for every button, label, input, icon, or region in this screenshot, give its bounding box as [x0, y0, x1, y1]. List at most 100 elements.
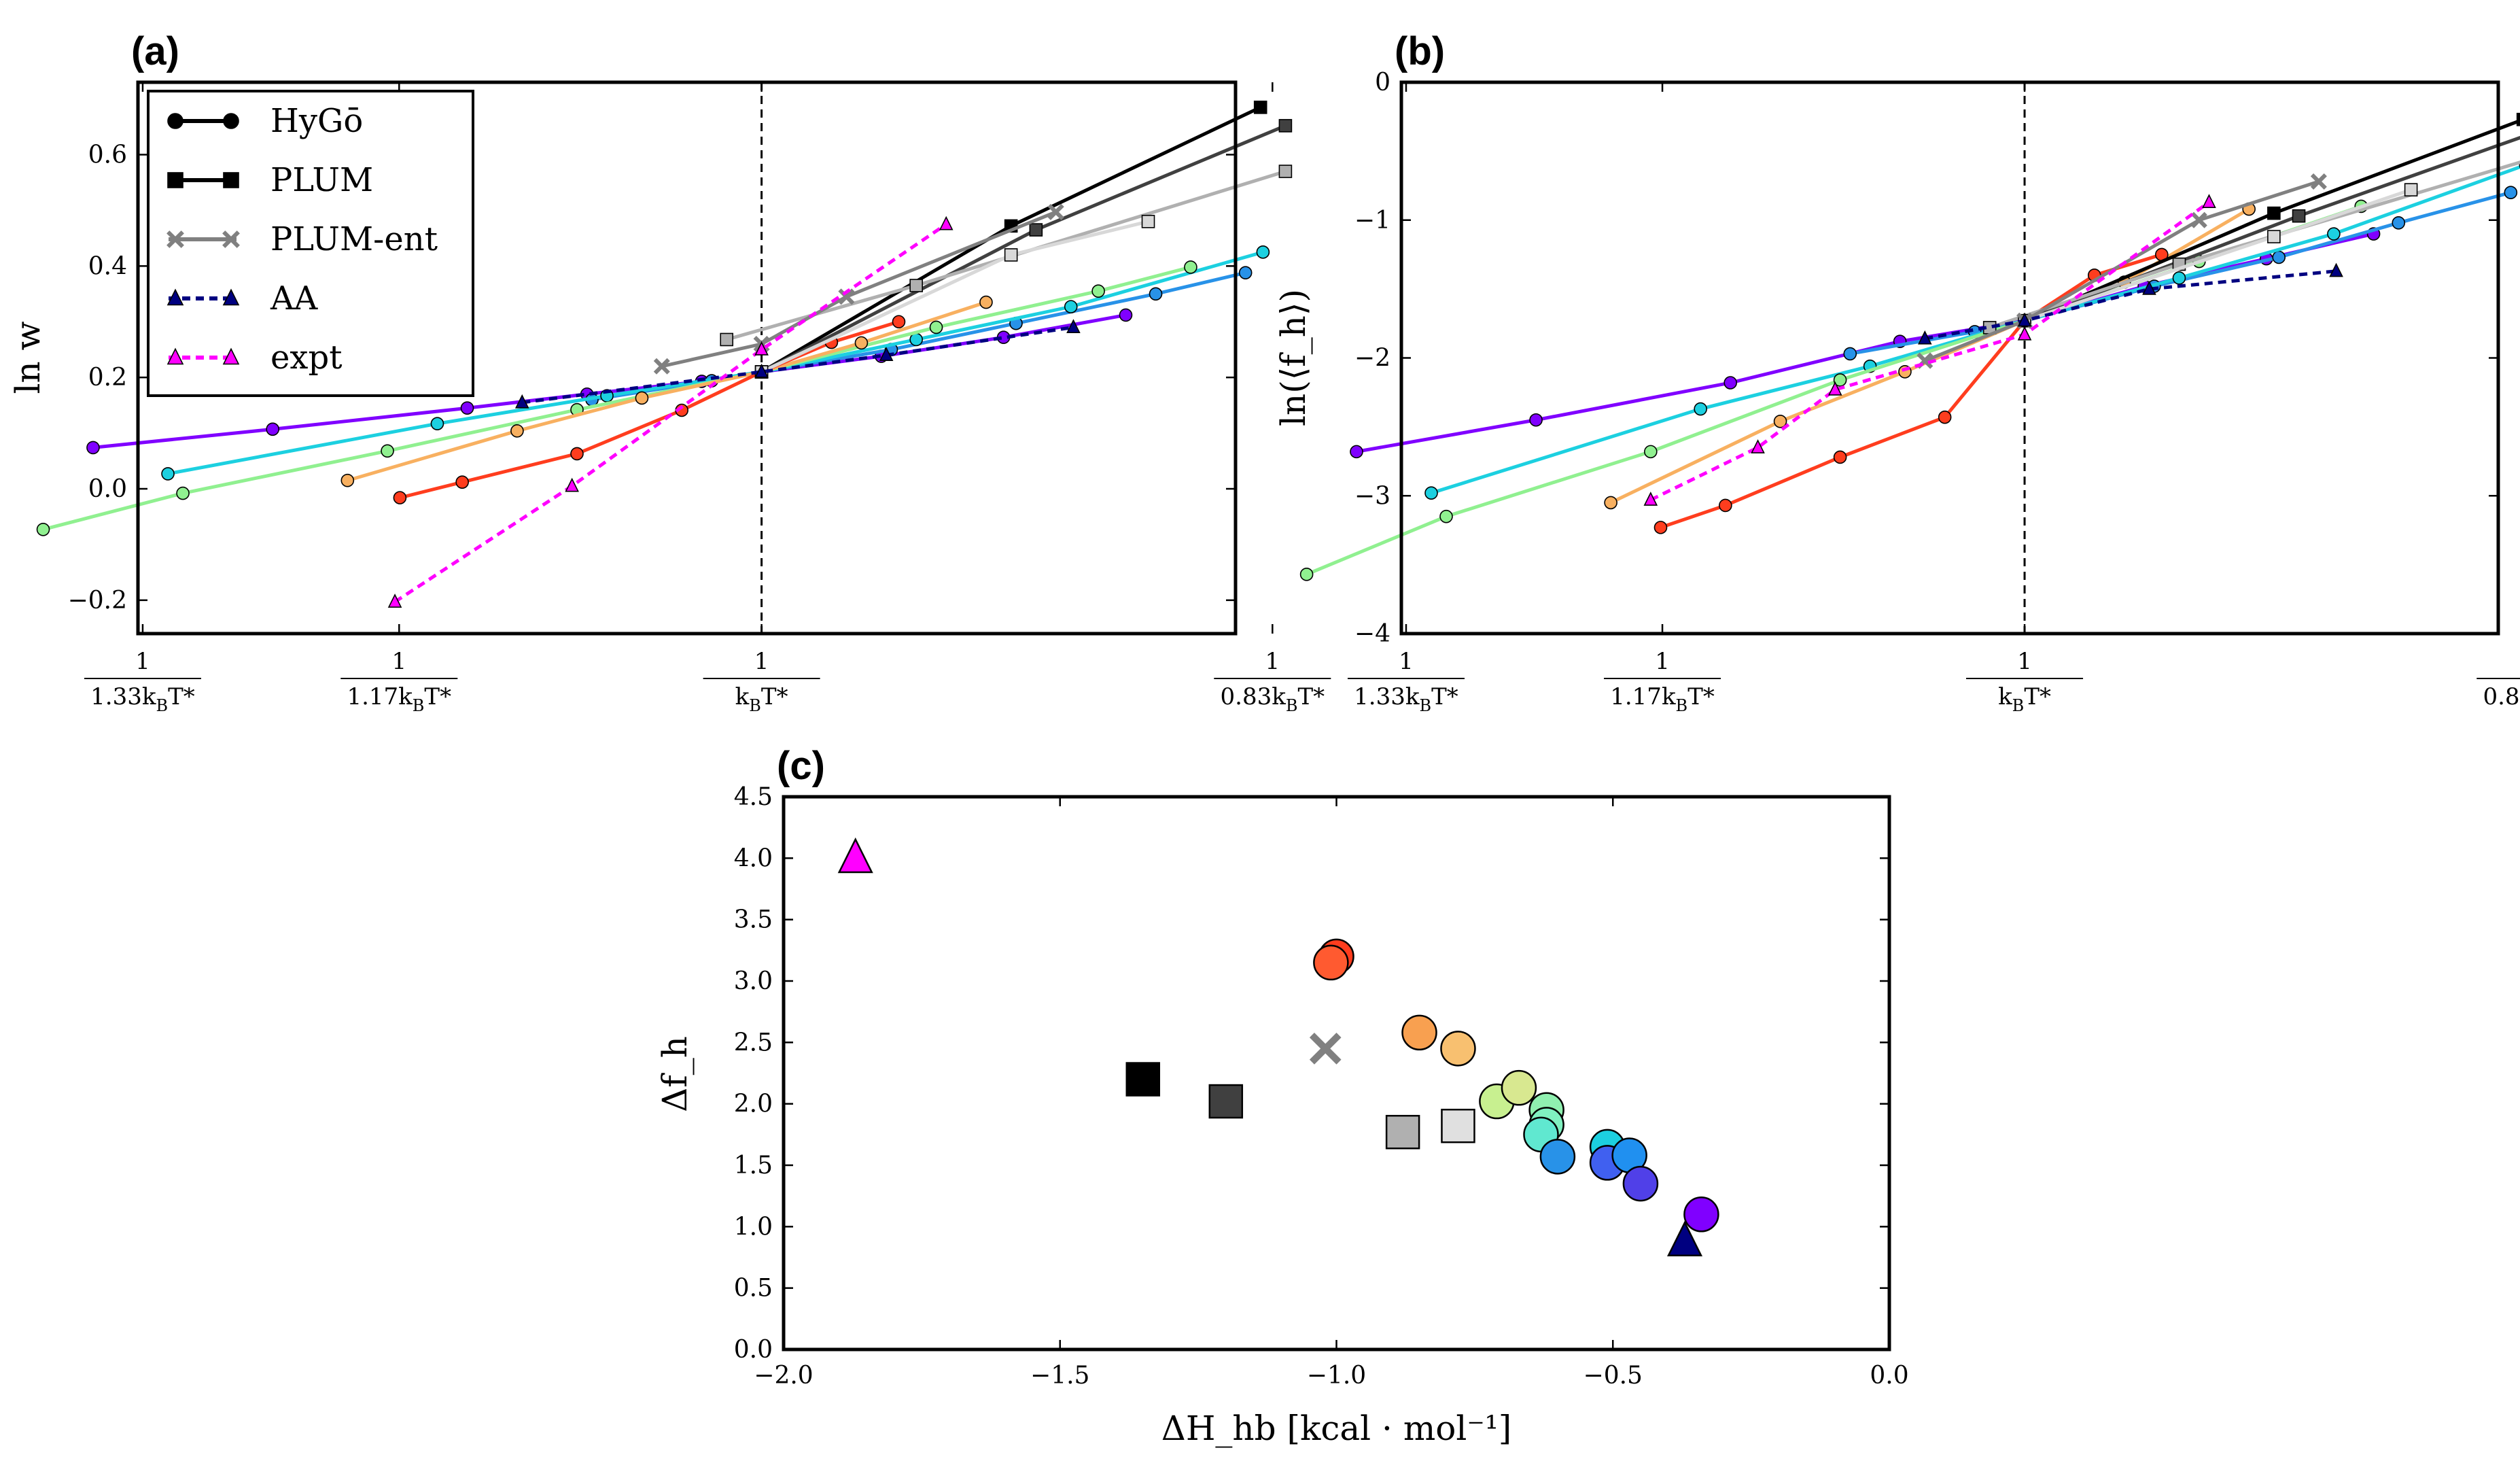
y-tick-label: 1.5 [734, 1152, 773, 1180]
data-point-plum-light-gray [1278, 165, 1293, 178]
x-tick-denominator-coef: 1.33k [1354, 683, 1420, 710]
data-point-hyg-light-orange [1440, 1031, 1476, 1067]
legend-entry-plum-ent: PLUM-ent [167, 220, 438, 258]
data-point-hyg-blue [2392, 216, 2406, 230]
data-point-hyg-cyan [1064, 300, 1078, 313]
data-point-hyg-cyan [161, 467, 175, 481]
data-point-hyg-orange [1604, 496, 1617, 510]
data-point-expt [2017, 326, 2032, 341]
data-point-hyg-cyan [1424, 486, 1438, 500]
data-point-hyg-violet [1683, 1197, 1719, 1233]
data-point-expt [2202, 194, 2216, 208]
series-line-expt [393, 222, 947, 604]
data-point-hyg-orange [854, 336, 869, 350]
data-point-hyg-blue [1539, 1139, 1576, 1175]
data-point-hyg-orange [1773, 414, 1787, 428]
y-tick-label: 0 [1375, 69, 1390, 97]
y-tick-label: −3 [1354, 482, 1390, 510]
plot-frame [1399, 80, 2500, 636]
data-point-hyg-cyan [1694, 402, 1707, 416]
data-point-aa [754, 363, 769, 378]
data-point-expt [837, 837, 873, 874]
legend-label: expt [270, 339, 343, 377]
y-tick-label: 0.6 [88, 141, 127, 169]
legend-marker-start [167, 230, 184, 248]
legend-label: AA [270, 279, 319, 317]
data-point-plum-dark-gray [2292, 209, 2306, 223]
x-tick-numerator: 1 [2017, 648, 2032, 675]
data-point-aa [1066, 319, 1081, 334]
x-tick-denominator-sub: B [1286, 696, 1298, 715]
x-tick-numerator: 1 [754, 648, 769, 675]
legend-marker-end [222, 288, 240, 306]
data-point-aa [2329, 262, 2343, 277]
y-tick-label: 3.5 [734, 906, 773, 934]
data-point-hyg-orange [1401, 1014, 1437, 1051]
x-tick-label: −0.5 [1583, 1362, 1643, 1390]
y-axis-label: ln w [8, 321, 48, 394]
data-point-plum [2267, 206, 2281, 220]
data-point-hyg-green [1091, 284, 1105, 298]
data-point-hyg-red [570, 447, 584, 461]
data-point-aa [879, 347, 894, 361]
y-tick-label: 2.5 [734, 1029, 773, 1056]
series-plum-light-gray [1982, 160, 2520, 334]
legend-entry-aa: AA [167, 279, 319, 317]
x-tick-denominator-tail: T* [761, 683, 788, 710]
data-point-hyg-blue [2272, 250, 2286, 264]
x-tick-denominator-sub: B [156, 696, 168, 715]
data-point-plum-ent [1309, 1033, 1342, 1065]
y-tick-label: 4.5 [734, 783, 773, 811]
x-tick-denominator-coef: k [735, 683, 750, 710]
legend-marker-end [222, 230, 240, 248]
legend-box [147, 90, 474, 397]
data-point-plum-ent [2190, 211, 2207, 228]
data-point-hyg-red [455, 475, 469, 489]
data-point-plum-dark-gray [1208, 1084, 1244, 1119]
x-tick-denominator-sub: B [749, 696, 761, 715]
legend-marker-start [167, 113, 183, 129]
series-line-aa [1924, 269, 2337, 341]
data-point-hyg-green [1644, 445, 1658, 459]
legend-marker-start [167, 288, 184, 306]
data-point-plum-light-gray-2 [2267, 230, 2281, 243]
x-tick-numerator: 1 [1265, 648, 1280, 675]
y-tick-label: 4.0 [734, 844, 773, 872]
data-point-plum-ent [2310, 173, 2327, 190]
x-tick-denominator-sub: B [413, 696, 425, 715]
data-point-hyg-violet [1529, 413, 1543, 427]
data-point-plum [1253, 101, 1267, 114]
x-tick-denominator-coef: k [1998, 683, 2012, 710]
x-tick-denominator-tail: T* [424, 683, 451, 710]
y-tick-label: 0.4 [88, 252, 127, 280]
series-expt [1643, 194, 2216, 506]
x-tick-denominator: 0.83kBT* [2483, 683, 2520, 715]
legend-entry-plum: PLUM [167, 161, 373, 199]
data-point-hyg-orange [979, 295, 993, 309]
x-tick-numerator: 1 [391, 648, 406, 675]
x-tick-denominator: kBT* [1998, 683, 2051, 715]
x-tick-denominator: 1.17kBT* [1610, 683, 1715, 715]
data-point-expt [1827, 381, 1842, 396]
legend-label: PLUM [270, 161, 373, 199]
data-point-plum-light-gray [1385, 1114, 1420, 1150]
data-point-hyg-green [36, 523, 50, 536]
data-point-hyg-orange [635, 391, 649, 405]
data-point-expt [1643, 492, 1658, 506]
data-point-plum-ent [653, 358, 670, 375]
y-axis-label: Δf_h [655, 1036, 695, 1112]
data-point-plum-ent [838, 288, 855, 305]
data-point-plum-light-gray-2 [2404, 183, 2418, 196]
data-point-plum [1125, 1062, 1161, 1097]
x-tick-numerator: 1 [135, 648, 150, 675]
panel-b: (b)−4−3−2−1011.33kBT*11.17kBT*1kBT*10.83… [1274, 29, 2520, 715]
y-tick-label: 1.0 [734, 1213, 773, 1241]
x-tick-denominator: 1.33kBT* [90, 683, 195, 715]
x-tick-denominator-tail: T* [168, 683, 195, 710]
data-point-hyg-orange [340, 473, 355, 487]
x-tick-denominator: 1.33kBT* [1354, 683, 1458, 715]
series-line-aa [521, 325, 1074, 405]
data-point-hyg-indigo [1622, 1165, 1659, 1202]
data-point-hyg-red [1653, 521, 1668, 534]
